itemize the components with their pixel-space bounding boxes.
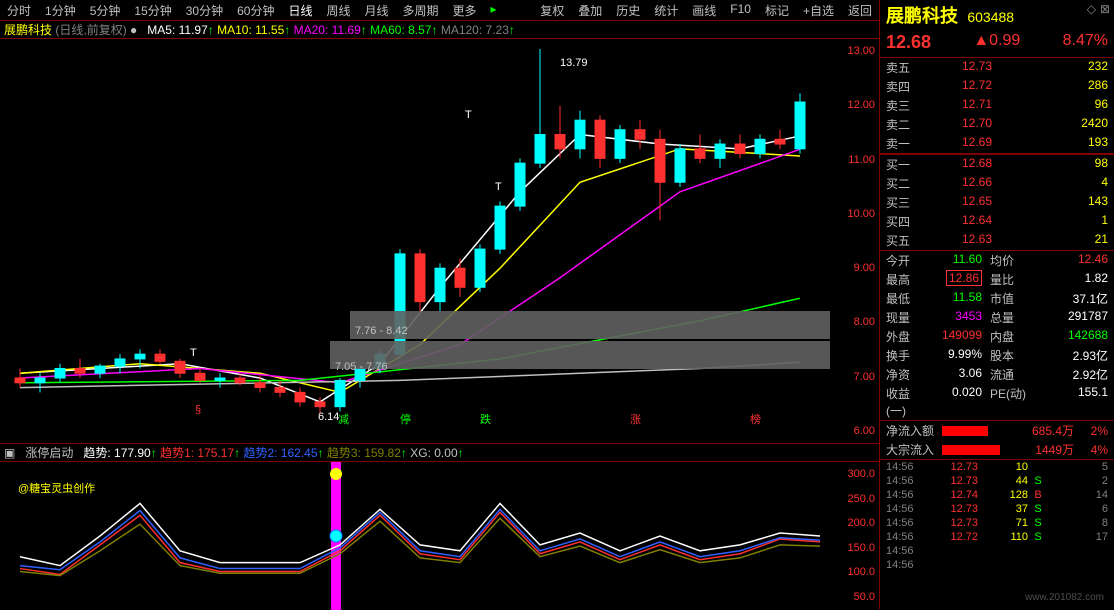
tick-row: 14:56 (880, 558, 1114, 572)
chart-annotation: 跌 (480, 411, 491, 427)
tick-row: 14:5612.74128B14 (880, 488, 1114, 502)
chart-annotation: § (195, 404, 201, 416)
chart-annotation: 6.14 (318, 411, 339, 423)
tick-row: 14:5612.7371S8 (880, 516, 1114, 530)
ma-label: MA120: 7.23 (441, 23, 509, 37)
tab-更多[interactable]: 更多 (446, 0, 484, 20)
chart-annotation: T (495, 181, 502, 193)
orderbook-row: 卖一12.69193 (880, 134, 1114, 153)
ma-label: MA10: 11.55 (217, 23, 284, 37)
tick-row: 14:5612.7344S2 (880, 474, 1114, 488)
orderbook-row: 卖二12.702420 (880, 115, 1114, 134)
tab-more-icon[interactable]: ▸ (484, 0, 504, 20)
tab-分时[interactable]: 分时 (0, 0, 38, 20)
chart-annotation: 7.76 - 8.42 (355, 325, 408, 337)
chart-settings-icon[interactable]: ◇ (1087, 2, 1096, 16)
action-叠加[interactable]: 叠加 (571, 0, 609, 20)
action-标记[interactable]: 标记 (758, 0, 796, 20)
tab-日线[interactable]: 日线 (281, 0, 319, 20)
orderbook-row: 买二12.664 (880, 174, 1114, 193)
indicator-value: 趋势3: 159.82 (327, 446, 401, 460)
stat-row: 净资3.06流通2.92亿 (880, 365, 1114, 384)
timeframe-tabs: 分时1分钟5分钟15分钟30分钟60分钟日线周线月线多周期更多▸ 复权叠加历史统计… (0, 0, 879, 20)
orderbook-row: 卖四12.72286 (880, 77, 1114, 96)
indicator-value: XG: 0.00 (410, 446, 457, 460)
tab-多周期[interactable]: 多周期 (396, 0, 446, 20)
stat-row: 现量3453总量291787 (880, 308, 1114, 327)
stat-row: 外盘149099内盘142688 (880, 327, 1114, 346)
price-change: ▲0.99 (973, 32, 1020, 53)
indicator-value: 趋势: 177.90 (83, 446, 150, 460)
stock-name: 展鹏科技 (886, 6, 958, 26)
action-返回[interactable]: 返回 (841, 0, 879, 20)
tick-row: 14:5612.73105 (880, 460, 1114, 474)
tab-月线[interactable]: 月线 (358, 0, 396, 20)
chart-close-icon[interactable]: ⊠ (1100, 2, 1110, 16)
stat-row: 最低11.58市值37.1亿 (880, 289, 1114, 308)
last-price: 12.68 (886, 32, 931, 53)
quote-panel: 展鹏科技 603488 12.68 ▲0.99 8.47% 卖五12.73232… (880, 0, 1114, 609)
flow-row: 大宗流入1449万4% (880, 440, 1114, 459)
chart-info-bar: 展鹏科技 (日线,前复权) ● MA5: 11.97↑ MA10: 11.55↑… (0, 20, 879, 38)
action-画线[interactable]: 画线 (685, 0, 723, 20)
orderbook-row: 买五12.6321 (880, 231, 1114, 250)
ma-label: MA20: 11.69 (294, 23, 361, 37)
chart-annotation: 13.79 (560, 57, 588, 69)
ma-label: MA5: 11.97 (147, 23, 207, 37)
chart-annotation: 涨 (630, 411, 641, 427)
chart-mode: (日线,前复权) (55, 23, 126, 37)
stock-code: 603488 (967, 9, 1014, 25)
orderbook-row: 卖三12.7196 (880, 96, 1114, 115)
chart-annotation: T (190, 347, 197, 359)
tab-1分钟[interactable]: 1分钟 (38, 0, 83, 20)
candlestick-chart[interactable]: 13.0012.0011.0010.009.008.007.006.00 13.… (0, 38, 879, 443)
chart-annotation: 7.05 - 7.76 (335, 361, 388, 373)
tab-15分钟[interactable]: 15分钟 (127, 0, 178, 20)
tab-30分钟[interactable]: 30分钟 (179, 0, 230, 20)
watermark-text: www.201082.com (1025, 592, 1104, 603)
chart-annotation: 停 (400, 411, 411, 427)
stat-row: 今开11.60均价12.46 (880, 251, 1114, 270)
action-复权[interactable]: 复权 (533, 0, 571, 20)
price-change-pct: 8.47% (1063, 32, 1108, 53)
indicator-value: 趋势2: 162.45 (243, 446, 317, 460)
orderbook-row: 买三12.65143 (880, 193, 1114, 212)
tab-60分钟[interactable]: 60分钟 (230, 0, 281, 20)
tab-周线[interactable]: 周线 (319, 0, 357, 20)
tick-row: 14:5612.7337S6 (880, 502, 1114, 516)
stat-row: 收益(一)0.020PE(动)155.1 (880, 384, 1114, 420)
indicator-credit: @糖宝灵虫创作 (18, 480, 95, 496)
flow-row: 净流入额685.4万2% (880, 421, 1114, 440)
stat-row: 换手9.99%股本2.93亿 (880, 346, 1114, 365)
action-F10[interactable]: F10 (723, 0, 758, 20)
action-历史[interactable]: 历史 (609, 0, 647, 20)
indicator-header: ▣ 涨停启动 趋势: 177.90↑ 趋势1: 175.17↑ 趋势2: 162… (0, 443, 879, 461)
chart-annotation: T (465, 109, 472, 121)
action-统计[interactable]: 统计 (647, 0, 685, 20)
tick-row: 14:5612.72110S17 (880, 530, 1114, 544)
chart-annotation: 榜 (750, 411, 761, 427)
orderbook-row: 买四12.641 (880, 212, 1114, 231)
orderbook-row: 卖五12.73232 (880, 58, 1114, 77)
indicator-name: 涨停启动 (25, 444, 73, 461)
indicator-chart[interactable]: 300.0250.0200.0150.0100.050.0 @糖宝灵虫创作 (0, 461, 879, 609)
action-+自选[interactable]: +自选 (796, 0, 841, 20)
expand-icon[interactable]: ▣ (4, 446, 15, 460)
ma-label: MA60: 8.57 (370, 23, 431, 37)
chart-annotation: 减 (338, 411, 349, 427)
orderbook-row: 买一12.6898 (880, 155, 1114, 174)
stock-title: 展鹏科技 (4, 23, 52, 37)
tab-5分钟[interactable]: 5分钟 (83, 0, 128, 20)
indicator-value: 趋势1: 175.17 (160, 446, 234, 460)
tick-row: 14:56 (880, 544, 1114, 558)
stat-row: 最高12.86量比1.82 (880, 270, 1114, 289)
